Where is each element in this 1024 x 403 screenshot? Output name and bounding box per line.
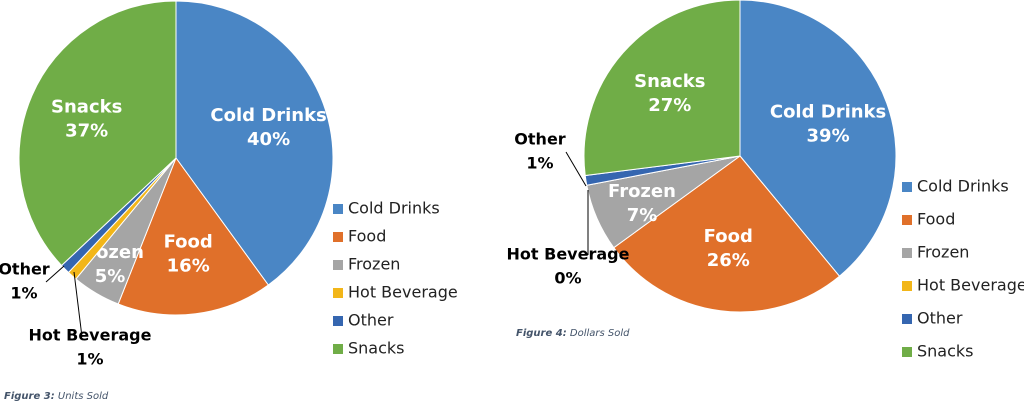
legend-swatch: [333, 288, 343, 298]
data-label-value: 1%: [10, 284, 37, 303]
legend-swatch: [333, 316, 343, 326]
legend-label: Cold Drinks: [348, 199, 440, 218]
legend-swatch: [902, 182, 912, 192]
legend-label: Frozen: [917, 243, 969, 262]
caption-label: Figure 4:: [516, 328, 567, 339]
data-label-name: Hot Beverage: [507, 245, 630, 264]
legend-swatch: [333, 204, 343, 214]
legend-swatch: [902, 215, 912, 225]
leader-line: [73, 271, 83, 338]
data-label-value: 7%: [627, 205, 658, 226]
legend-label: Snacks: [348, 339, 405, 358]
data-label-value: 5%: [95, 266, 126, 287]
data-label-name: Frozen: [608, 181, 676, 202]
data-label-value: 37%: [65, 120, 108, 141]
legend-label: Snacks: [917, 342, 974, 361]
legend-swatch: [333, 232, 343, 242]
data-label-value: 40%: [247, 129, 290, 150]
data-label-name: Food: [704, 226, 753, 247]
legend-label: Food: [917, 210, 955, 229]
legend-label: Hot Beverage: [917, 276, 1024, 295]
pie-chart: Cold Drinks 40% Cold Drinks Food 16% Food Froz…: [0, 0, 458, 402]
data-label-value: 27%: [648, 95, 691, 116]
data-label-value: 16%: [167, 256, 210, 277]
data-label-name: Other: [514, 130, 565, 149]
legend-swatch: [902, 347, 912, 357]
pie-slice: [18, 0, 177, 267]
data-label-value: 39%: [807, 125, 850, 146]
legend-label: Cold Drinks: [917, 177, 1009, 196]
legend-swatch: [333, 344, 343, 354]
pie-slice: [117, 156, 269, 316]
leader-line: [565, 151, 587, 187]
leader-line: [45, 265, 65, 283]
legend-swatch: [333, 260, 343, 270]
caption-title: Units Sold: [58, 391, 109, 402]
data-label-value: 1%: [76, 350, 103, 369]
caption-title: Dollars Sold: [570, 328, 630, 339]
pie-slice: [613, 155, 841, 313]
legend-label: Frozen: [348, 255, 400, 274]
pie-chart: Cold Drinks 39% Cold Drinks Food 26% Food Froz…: [507, 0, 1024, 361]
legend-label: Hot Beverage: [348, 283, 458, 302]
legend-label: Food: [348, 227, 386, 246]
data-label-name: Snacks: [51, 96, 122, 117]
data-label-name: Food: [164, 232, 213, 253]
legend-swatch: [902, 248, 912, 258]
data-label-value: 0%: [554, 269, 581, 288]
data-label-value: 26%: [707, 250, 750, 271]
legend-label: Other: [917, 309, 963, 328]
legend-swatch: [902, 314, 912, 324]
caption: Figure 4: Dollars Sold: [516, 328, 630, 339]
caption-label: Figure 3:: [4, 391, 55, 402]
legend-swatch: [902, 281, 912, 291]
data-label-name: Cold Drinks: [210, 105, 326, 126]
pie-slice: [739, 0, 897, 277]
data-label-name: Cold Drinks: [770, 101, 886, 122]
data-label-name: Hot Beverage: [29, 326, 152, 345]
pie-slice: [175, 0, 334, 286]
caption: Figure 3: Units Sold: [4, 391, 109, 402]
data-label-value: 1%: [526, 154, 553, 173]
data-label-name: Snacks: [634, 71, 705, 92]
pie-slice: [583, 0, 741, 177]
legend-label: Other: [348, 311, 394, 330]
data-label-name: Other: [0, 260, 50, 279]
